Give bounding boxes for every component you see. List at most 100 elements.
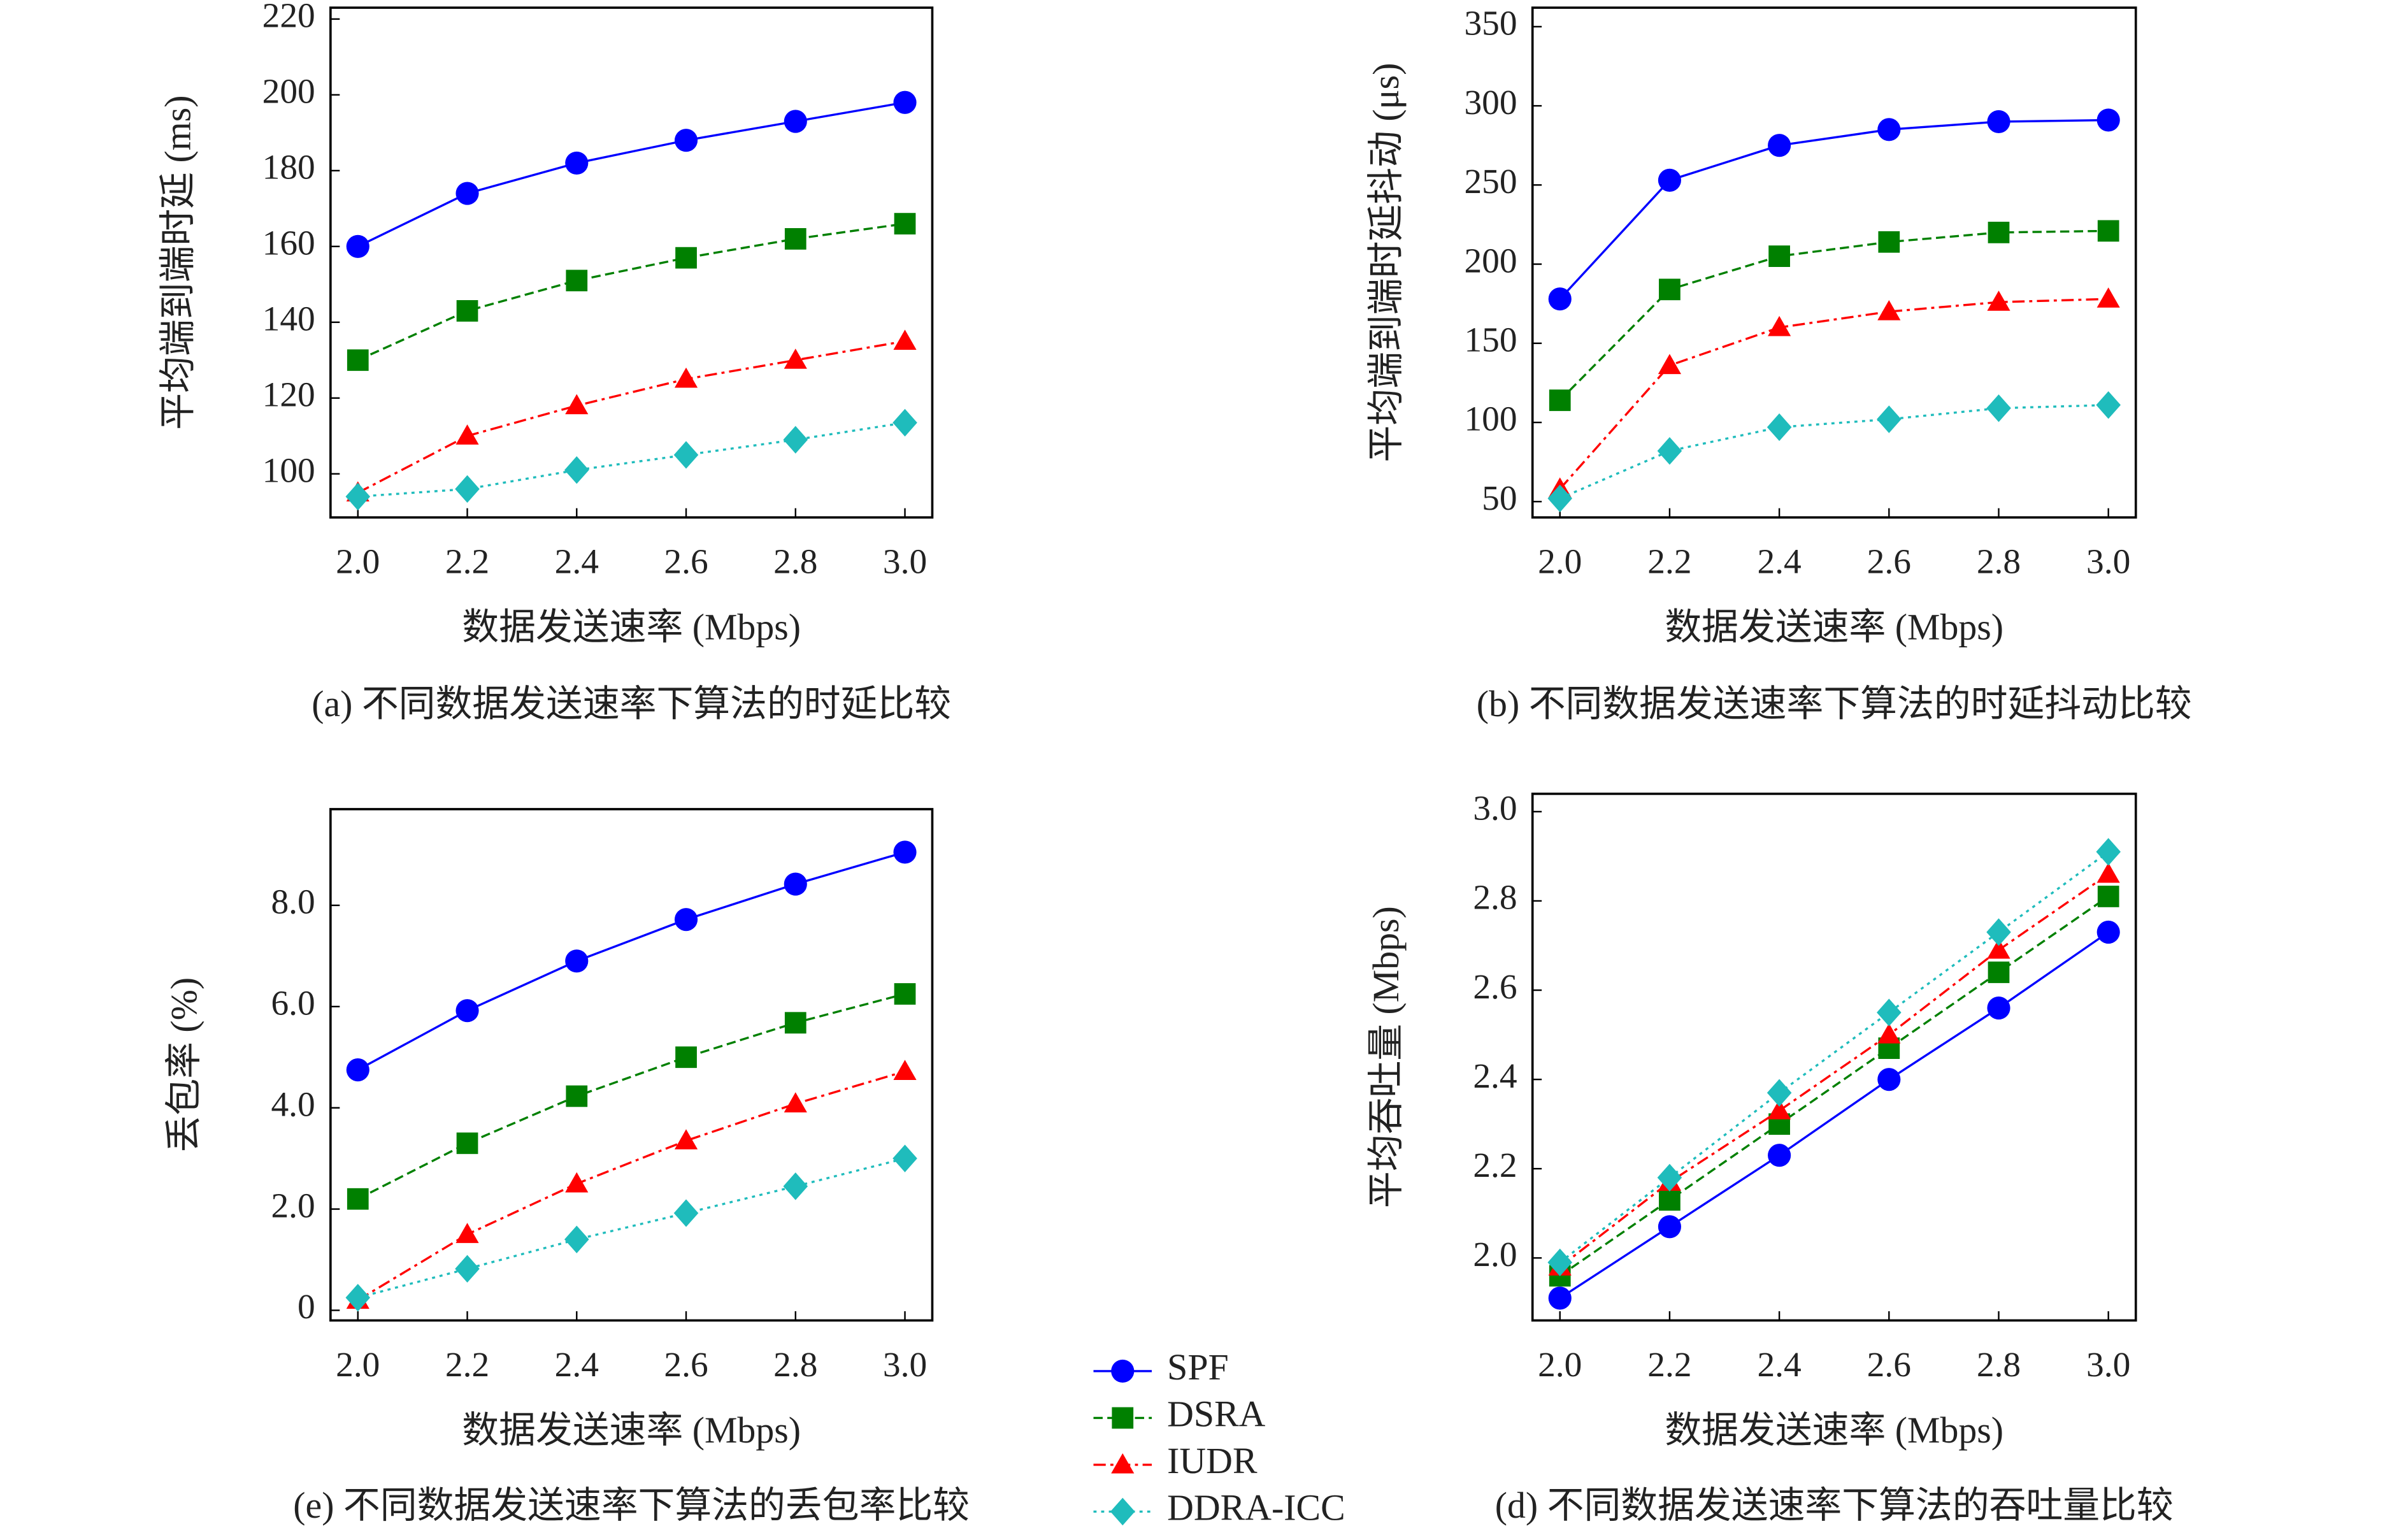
series-line <box>1559 931 2109 1299</box>
legend-marker <box>1111 1359 1135 1383</box>
marker <box>1988 221 2010 243</box>
marker <box>564 1225 589 1253</box>
series-line <box>357 340 905 494</box>
series-line <box>357 101 905 248</box>
y-tick-label: 2.4 <box>1473 1056 1517 1095</box>
y-tick-label: 4.0 <box>271 1084 315 1123</box>
marker <box>893 329 917 350</box>
y-tick-label: 2.2 <box>1473 1146 1517 1184</box>
marker <box>784 349 807 369</box>
marker <box>565 1172 589 1193</box>
y-tick-label: 2.8 <box>1473 878 1517 917</box>
marker <box>2096 108 2120 132</box>
y-tick-label: 350 <box>1464 4 1517 43</box>
series-line <box>357 993 905 1200</box>
y-tick-label: 120 <box>262 375 315 414</box>
marker <box>1877 118 1901 141</box>
x-axis-label: 数据发送速率 (Mbps) <box>1665 607 2003 648</box>
plot-frame <box>1531 793 2137 1322</box>
y-axis-label: 平均端到端时延抖动 (μs) <box>1365 63 1407 463</box>
marker <box>894 983 916 1005</box>
marker <box>345 1283 371 1312</box>
y-tick-label: 100 <box>262 450 315 489</box>
marker <box>456 1132 478 1155</box>
marker <box>674 908 698 932</box>
x-tick-label: 2.0 <box>1538 542 1582 581</box>
marker <box>673 441 699 469</box>
marker <box>675 247 697 269</box>
marker <box>455 1223 479 1243</box>
marker <box>1549 389 1571 412</box>
marker <box>566 1085 588 1107</box>
x-tick-label: 2.2 <box>445 542 489 581</box>
series-line <box>357 1157 905 1299</box>
x-tick-label: 2.6 <box>1867 542 1911 581</box>
marker <box>345 482 371 511</box>
marker <box>346 1058 369 1082</box>
series-line <box>357 421 905 498</box>
marker <box>784 1012 806 1034</box>
marker <box>1548 287 1572 311</box>
marker <box>1986 918 2011 946</box>
series-line <box>1559 298 2109 490</box>
x-tick-label: 2.0 <box>336 1345 380 1384</box>
marker <box>673 1199 699 1227</box>
marker <box>1659 1189 1681 1211</box>
marker <box>1768 1144 1791 1167</box>
x-tick-label: 3.0 <box>2086 542 2130 581</box>
marker <box>565 394 589 415</box>
y-tick-label: 2.0 <box>1473 1235 1517 1274</box>
marker <box>1658 1215 1682 1239</box>
legend-label: SPF <box>1167 1346 1228 1388</box>
marker <box>674 1129 698 1149</box>
marker <box>1987 110 2010 134</box>
x-tick-label: 2.2 <box>445 1345 489 1384</box>
legend-label: DDRA-ICC <box>1167 1487 1345 1529</box>
y-tick-label: 200 <box>1464 241 1517 280</box>
series-line <box>1559 403 2109 500</box>
y-tick-label: 2.6 <box>1473 967 1517 1006</box>
marker <box>347 1188 369 1210</box>
marker <box>1987 938 2010 959</box>
x-tick-label: 2.8 <box>773 1345 817 1384</box>
caption: (e) 不同数据发送速率下算法的丢包率比较 <box>293 1485 970 1526</box>
y-tick-label: 8.0 <box>271 882 315 921</box>
marker <box>455 999 479 1023</box>
marker <box>892 1144 917 1172</box>
marker <box>1658 168 1682 192</box>
legend-marker <box>1110 1497 1135 1526</box>
marker <box>1768 1099 1791 1119</box>
y-tick-label: 150 <box>1464 320 1517 359</box>
x-tick-label: 2.0 <box>1538 1345 1582 1384</box>
series-line <box>1559 229 2109 401</box>
marker <box>2096 391 2121 419</box>
x-tick-label: 3.0 <box>883 542 927 581</box>
marker <box>565 949 589 973</box>
marker <box>455 1255 480 1283</box>
marker <box>1987 291 2010 311</box>
marker <box>1877 1023 1901 1044</box>
marker <box>894 213 916 234</box>
series-line <box>1559 873 2109 1268</box>
y-tick-label: 300 <box>1464 83 1517 122</box>
marker <box>346 234 369 258</box>
marker <box>784 1092 807 1112</box>
caption: (a) 不同数据发送速率下算法的时延比较 <box>312 683 951 724</box>
y-tick-label: 2.0 <box>271 1186 315 1225</box>
marker <box>1767 1079 1792 1107</box>
marker <box>1659 278 1681 301</box>
marker <box>1987 997 2010 1020</box>
marker <box>784 228 806 250</box>
marker <box>2096 287 2120 308</box>
y-tick-label: 3.0 <box>1473 789 1517 828</box>
marker <box>1657 1163 1682 1191</box>
marker <box>1768 134 1791 157</box>
x-tick-label: 2.2 <box>1647 542 1691 581</box>
x-tick-label: 2.6 <box>664 1345 708 1384</box>
series-line <box>357 222 905 361</box>
marker <box>1986 394 2011 422</box>
plot-frame <box>329 808 934 1322</box>
y-tick-label: 6.0 <box>271 984 315 1023</box>
marker <box>566 270 588 292</box>
